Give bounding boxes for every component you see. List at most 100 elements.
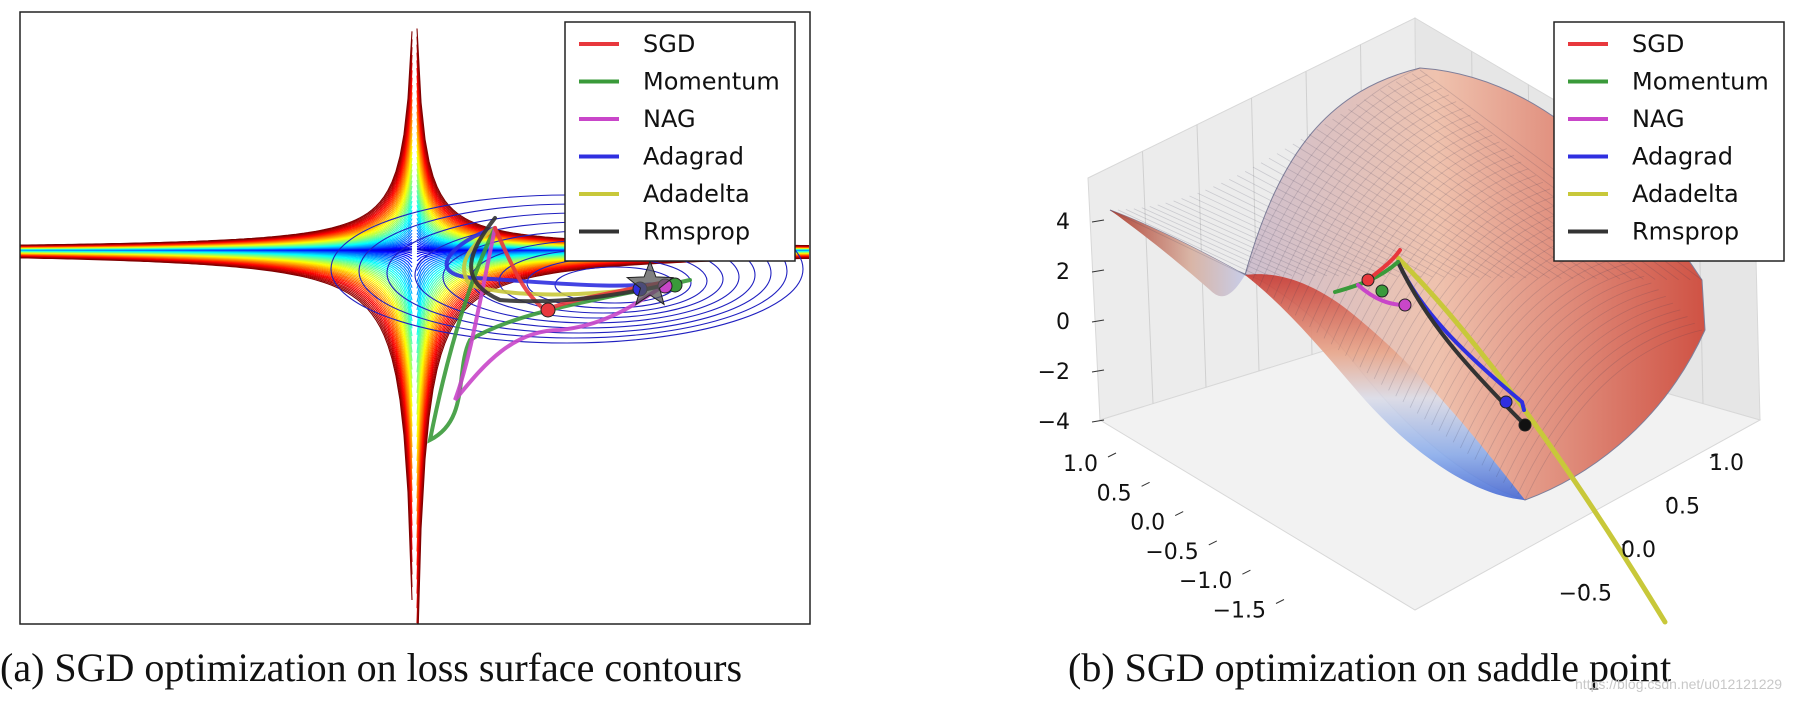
mesh-line [1133, 208, 1281, 276]
legend-label: Rmsprop [643, 218, 750, 246]
y-tick-label: 0.0 [1621, 538, 1656, 563]
contour-line [20, 31, 413, 246]
mesh-line [1117, 209, 1257, 276]
legend-label: SGD [643, 30, 695, 58]
legend-label: Adagrad [1632, 143, 1733, 171]
mesh-line [1340, 113, 1586, 280]
y-tick-label: 1.0 [1709, 451, 1744, 476]
z-tick-mark [1091, 369, 1105, 373]
mesh-line [1309, 128, 1486, 328]
mesh-line [1316, 128, 1550, 279]
surface-mesh [1109, 67, 1703, 501]
saddle-left-flap [1110, 210, 1245, 297]
mesh-line [1388, 201, 1565, 391]
legend-label: Rmsprop [1632, 218, 1739, 246]
mesh-line [1337, 154, 1515, 351]
mesh-line [1205, 189, 1386, 277]
x-tick-mark [1275, 599, 1285, 604]
x-tick-label: −1.5 [1213, 599, 1266, 624]
y-tick-mark [1665, 497, 1675, 502]
mesh-line [1332, 118, 1574, 279]
z-axis-ticks: 4 2 0 −2 −4 [1038, 210, 1105, 435]
mesh-line [1141, 207, 1293, 276]
mesh-line [1474, 282, 1652, 460]
legend-label: NAG [1632, 105, 1685, 133]
mesh-line [1402, 215, 1580, 403]
legend-b: SGD Momentum NAG Adagrad Adadelta Rmsprop [1553, 21, 1785, 262]
mesh-line [1258, 81, 1435, 287]
z-tick-label: 2 [1056, 260, 1070, 285]
legend-label: Adagrad [643, 143, 744, 171]
saddle-trajectory-endpoint [1398, 298, 1412, 312]
mesh-line [1244, 67, 1421, 276]
legend-a: SGD Momentum NAG Adagrad Adadelta Rmsprop [564, 21, 796, 262]
mesh-line [1324, 123, 1562, 279]
trajectory-rmsprop [469, 216, 677, 304]
mesh-line [1524, 329, 1703, 501]
y-axis-ticks: 1.0 0.5 0.0 −0.5 [1559, 451, 1744, 607]
mesh-line [1287, 107, 1464, 310]
x-tick-label: −0.5 [1145, 540, 1198, 565]
mesh-line [1488, 296, 1666, 472]
mesh-line [1244, 171, 1445, 278]
mesh-line [1467, 275, 1645, 455]
watermark: https://blog.csdn.net/u012121229 [1575, 676, 1783, 692]
mesh-line [1276, 153, 1492, 279]
mesh-line [1460, 269, 1638, 449]
mesh-line [1381, 195, 1558, 385]
mesh-line [1221, 182, 1410, 278]
y-tick-mark [1709, 453, 1719, 459]
saddle-trajectory-adadelta [1395, 255, 1668, 625]
mesh-line [1125, 209, 1269, 276]
mesh-line [1165, 202, 1328, 277]
mesh-line [1316, 134, 1493, 333]
saddle-trajectory-endpoint [1375, 284, 1389, 298]
mesh-line [1345, 161, 1522, 356]
mesh-line [1252, 166, 1457, 278]
legend-box [564, 21, 796, 262]
mesh-line [1109, 209, 1246, 276]
trajectory-nag [453, 226, 667, 402]
legend-label: Adadelta [643, 180, 750, 208]
mesh-line [1260, 162, 1468, 278]
x-tick-mark [1174, 511, 1184, 517]
z-tick-label: −2 [1038, 360, 1070, 385]
x-tick-mark [1242, 569, 1251, 575]
z-tick-label: 4 [1056, 210, 1070, 235]
mesh-line [1308, 133, 1539, 279]
mesh-line [1510, 316, 1688, 489]
saddle-surface-front [1245, 274, 1525, 500]
saddle-trajectories [1333, 248, 1668, 625]
trajectory-endpoint [540, 302, 556, 318]
mesh-line [1352, 168, 1529, 362]
mesh-line [1273, 94, 1450, 299]
x-tick-mark [1107, 452, 1117, 458]
x-tick-mark [1208, 540, 1218, 546]
legend-label: Adadelta [1632, 180, 1739, 208]
mesh-line [1359, 175, 1536, 368]
mesh-line [1445, 255, 1623, 437]
mesh-line [1266, 87, 1442, 293]
mesh-line [1284, 148, 1503, 279]
mesh-line [1268, 157, 1480, 278]
contour-plot-panel: SGD Momentum NAG Adagrad Adadelta Rmsprop [19, 11, 811, 625]
mesh-line [1495, 302, 1674, 478]
legend-label: Momentum [643, 68, 780, 96]
caption-b: (b) SGD optimization on saddle point [1068, 645, 1672, 690]
mesh-line [1251, 74, 1428, 281]
x-tick-label: 0.5 [1097, 481, 1132, 506]
minimum-star-marker [625, 259, 675, 306]
mesh-line [1517, 322, 1695, 495]
z-tick-label: 0 [1056, 310, 1070, 335]
z-tick-mark [1091, 219, 1105, 223]
x-tick-label: 0.0 [1130, 511, 1165, 536]
mesh-line [1197, 192, 1375, 277]
mesh-line [1149, 206, 1304, 277]
mesh-line [1503, 309, 1681, 483]
mesh-line [1157, 204, 1316, 277]
saddle-surface-panel: 420−2−4 1.00.50.0−0.5−1.0−1.5 1.00.50.0−… [1038, 17, 1785, 625]
contour-line [20, 257, 413, 601]
legend-label: Momentum [1632, 68, 1769, 96]
mesh-line [1373, 188, 1551, 380]
mesh-line [1481, 289, 1659, 466]
